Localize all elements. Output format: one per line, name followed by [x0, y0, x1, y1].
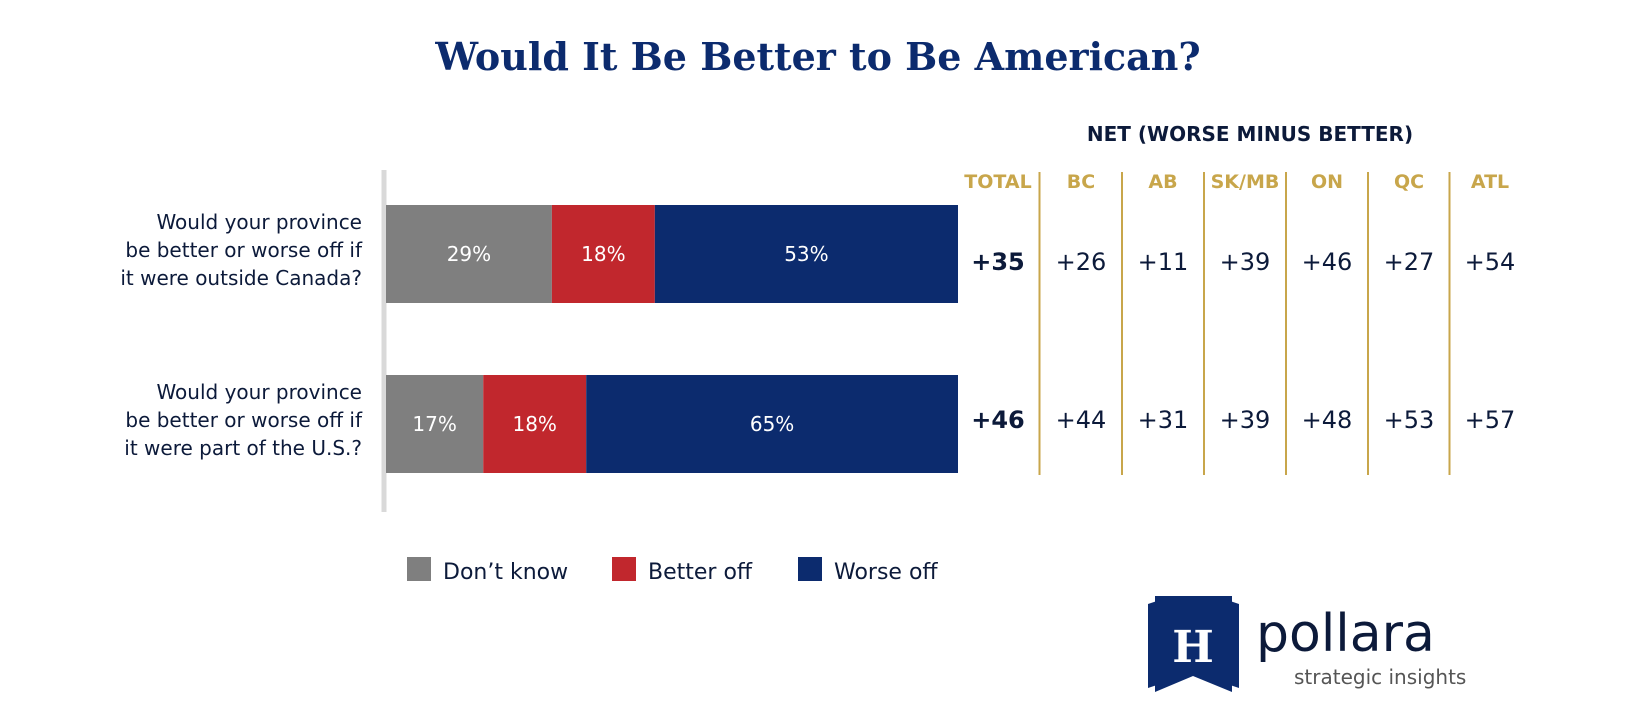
bar-better-off-1	[551, 205, 655, 303]
net-value: +48	[1302, 406, 1353, 434]
logo-letter: H	[1172, 622, 1214, 673]
category-label-line: be better or worse off if	[125, 408, 363, 432]
bar-dont-know-1	[386, 205, 552, 303]
category-label-1: Would your province be better or worse of…	[120, 210, 363, 290]
logo-banner-left-fold	[1148, 600, 1160, 688]
net-column-header: SK/MB	[1211, 171, 1280, 193]
net-value: +57	[1465, 406, 1516, 434]
net-value: +53	[1384, 406, 1435, 434]
bar-worse-off-2	[586, 375, 958, 473]
net-value: +11	[1138, 248, 1189, 276]
net-table-heading: NET (WORSE MINUS BETTER)	[1087, 122, 1413, 146]
bar-dont-know-2	[386, 375, 484, 473]
category-label-line: Would your province	[156, 380, 362, 404]
logo-banner-icon	[1155, 596, 1232, 692]
net-value: +27	[1384, 248, 1435, 276]
net-value: +35	[971, 248, 1025, 276]
logo-name: pollara	[1256, 604, 1435, 664]
bar-worse-off-1	[654, 205, 958, 303]
legend-swatch	[798, 557, 822, 581]
category-label-line: be better or worse off if	[125, 238, 363, 262]
net-column-header: QC	[1394, 171, 1424, 193]
pollara-logo: H pollara strategic insights	[1148, 596, 1466, 692]
net-value: +46	[1302, 248, 1353, 276]
net-value: +46	[971, 406, 1025, 434]
legend-swatch	[612, 557, 636, 581]
net-value: +39	[1220, 248, 1271, 276]
bar-value-label: 65%	[750, 412, 794, 436]
net-value: +26	[1056, 248, 1107, 276]
logo-banner-right-fold	[1227, 600, 1239, 688]
category-label-line: it were outside Canada?	[120, 266, 362, 290]
legend-label: Better off	[648, 560, 753, 585]
category-label-line: Would your province	[156, 210, 362, 234]
legend-label: Don’t know	[443, 560, 568, 585]
bar-value-label: 18%	[512, 412, 556, 436]
net-value: +54	[1465, 248, 1516, 276]
bar-value-label: 53%	[784, 242, 828, 266]
bar-value-label: 17%	[412, 412, 456, 436]
net-value: +44	[1056, 406, 1107, 434]
legend-label: Worse off	[834, 560, 938, 585]
category-label-line: it were part of the U.S.?	[124, 436, 362, 460]
bar-value-label: 29%	[447, 242, 491, 266]
net-column-header: BC	[1067, 171, 1095, 193]
category-label-2: Would your province be better or worse of…	[124, 380, 363, 460]
net-value: +39	[1220, 406, 1271, 434]
category-labels: Would your province be better or worse of…	[120, 210, 363, 460]
legend-swatch	[407, 557, 431, 581]
net-table: TOTAL BC AB SK/MB ON QC ATL +35 +26 +11 +39 +46 +27 +…	[964, 171, 1515, 475]
bar-group: 29% 18% 53% 17% 18% 65%	[386, 205, 958, 473]
net-column-header: TOTAL	[964, 171, 1031, 193]
net-value: +31	[1138, 406, 1189, 434]
legend: Don’t know Better off Worse off	[407, 557, 938, 585]
chart-title: Would It Be Better to Be American?	[434, 34, 1200, 79]
logo-tagline: strategic insights	[1294, 665, 1466, 689]
net-column-header: ATL	[1471, 171, 1509, 193]
net-column-header: AB	[1148, 171, 1177, 193]
bar-better-off-2	[483, 375, 587, 473]
bar-value-label: 18%	[581, 242, 625, 266]
net-column-header: ON	[1311, 171, 1343, 193]
